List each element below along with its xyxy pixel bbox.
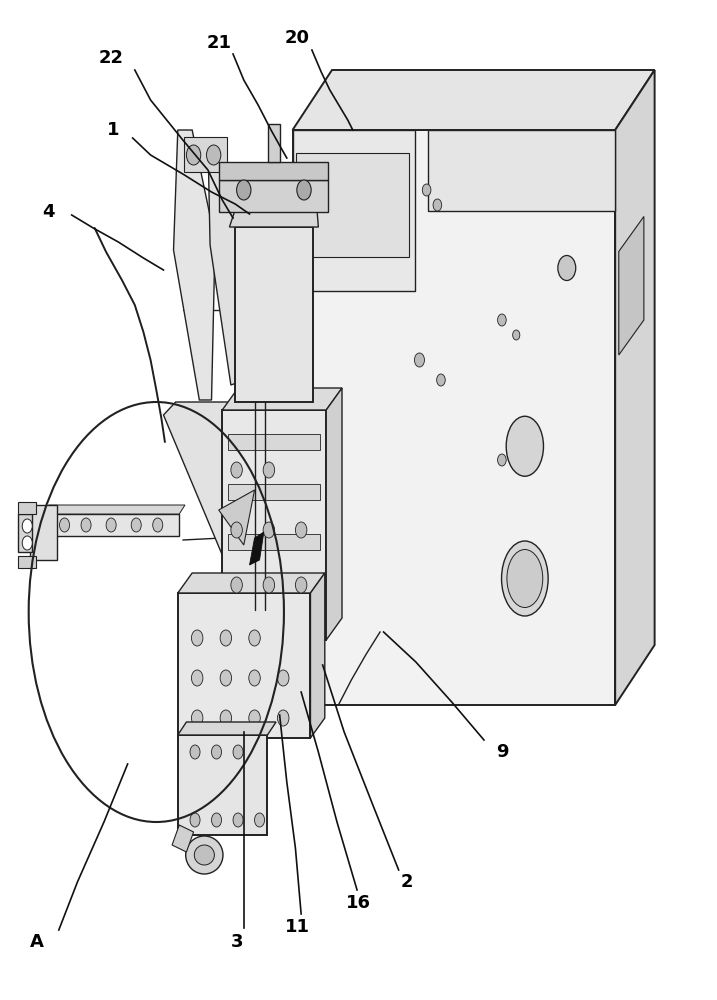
Circle shape — [295, 522, 307, 538]
Circle shape — [186, 145, 201, 165]
Circle shape — [191, 710, 203, 726]
Polygon shape — [163, 402, 262, 555]
Bar — [235, 227, 313, 402]
Circle shape — [437, 374, 445, 386]
Circle shape — [255, 813, 265, 827]
Bar — [293, 130, 415, 291]
Circle shape — [249, 670, 260, 686]
Polygon shape — [326, 388, 342, 640]
Polygon shape — [208, 140, 245, 385]
Circle shape — [233, 813, 243, 827]
Circle shape — [297, 180, 311, 200]
Polygon shape — [222, 388, 342, 410]
Circle shape — [263, 522, 275, 538]
Circle shape — [233, 745, 243, 759]
Bar — [219, 162, 328, 180]
Text: 3: 3 — [230, 933, 243, 951]
Text: A: A — [30, 933, 44, 951]
Circle shape — [498, 314, 506, 326]
Ellipse shape — [507, 550, 543, 607]
Circle shape — [206, 145, 221, 165]
Circle shape — [131, 518, 141, 532]
Polygon shape — [178, 573, 325, 593]
Circle shape — [212, 745, 222, 759]
Polygon shape — [174, 130, 215, 400]
Bar — [293, 130, 615, 705]
Circle shape — [153, 518, 163, 532]
Ellipse shape — [186, 836, 223, 874]
Polygon shape — [250, 532, 264, 565]
Circle shape — [190, 813, 200, 827]
Bar — [178, 735, 267, 835]
Circle shape — [295, 577, 307, 593]
Bar — [42, 514, 179, 536]
Circle shape — [231, 522, 242, 538]
Circle shape — [220, 710, 232, 726]
Circle shape — [191, 630, 203, 646]
Bar — [18, 514, 32, 552]
Circle shape — [60, 518, 70, 532]
Polygon shape — [172, 825, 194, 852]
Text: 21: 21 — [206, 34, 231, 52]
Bar — [178, 593, 310, 738]
Bar — [219, 180, 328, 212]
Circle shape — [106, 518, 116, 532]
Bar — [228, 484, 320, 500]
Circle shape — [237, 180, 251, 200]
Text: 16: 16 — [346, 894, 371, 912]
Text: 2: 2 — [401, 873, 414, 891]
Polygon shape — [229, 199, 318, 227]
Circle shape — [212, 813, 222, 827]
Text: 11: 11 — [285, 918, 310, 936]
Ellipse shape — [506, 416, 543, 476]
Bar — [268, 124, 280, 162]
Circle shape — [513, 330, 520, 340]
Bar — [222, 410, 326, 640]
Circle shape — [191, 670, 203, 686]
Polygon shape — [310, 573, 325, 738]
Text: 4: 4 — [42, 203, 55, 221]
Ellipse shape — [194, 845, 214, 865]
Circle shape — [263, 462, 275, 478]
Polygon shape — [42, 505, 185, 514]
Polygon shape — [619, 217, 644, 355]
Bar — [228, 534, 320, 550]
Text: 20: 20 — [285, 29, 310, 47]
Circle shape — [422, 184, 431, 196]
Circle shape — [249, 630, 260, 646]
Bar — [184, 137, 227, 172]
Circle shape — [277, 670, 289, 686]
Circle shape — [231, 462, 242, 478]
Circle shape — [277, 710, 289, 726]
Circle shape — [433, 199, 442, 211]
Polygon shape — [428, 130, 615, 211]
Polygon shape — [615, 70, 655, 705]
Text: 1: 1 — [107, 121, 120, 139]
Bar — [296, 153, 409, 257]
Bar — [228, 584, 320, 600]
Circle shape — [414, 353, 424, 367]
Circle shape — [263, 577, 275, 593]
Bar — [228, 434, 320, 450]
Circle shape — [22, 519, 32, 533]
Ellipse shape — [558, 255, 576, 280]
Circle shape — [220, 670, 232, 686]
Circle shape — [498, 454, 506, 466]
Circle shape — [249, 710, 260, 726]
Circle shape — [22, 536, 32, 550]
Bar — [18, 502, 36, 514]
Polygon shape — [293, 70, 655, 130]
Circle shape — [220, 630, 232, 646]
Text: 9: 9 — [495, 743, 508, 761]
Bar — [18, 556, 36, 568]
Polygon shape — [178, 722, 276, 735]
Circle shape — [81, 518, 91, 532]
Text: 22: 22 — [99, 49, 123, 67]
Ellipse shape — [501, 541, 548, 616]
Bar — [30, 505, 57, 560]
Circle shape — [190, 745, 200, 759]
Circle shape — [231, 577, 242, 593]
Polygon shape — [219, 490, 255, 545]
